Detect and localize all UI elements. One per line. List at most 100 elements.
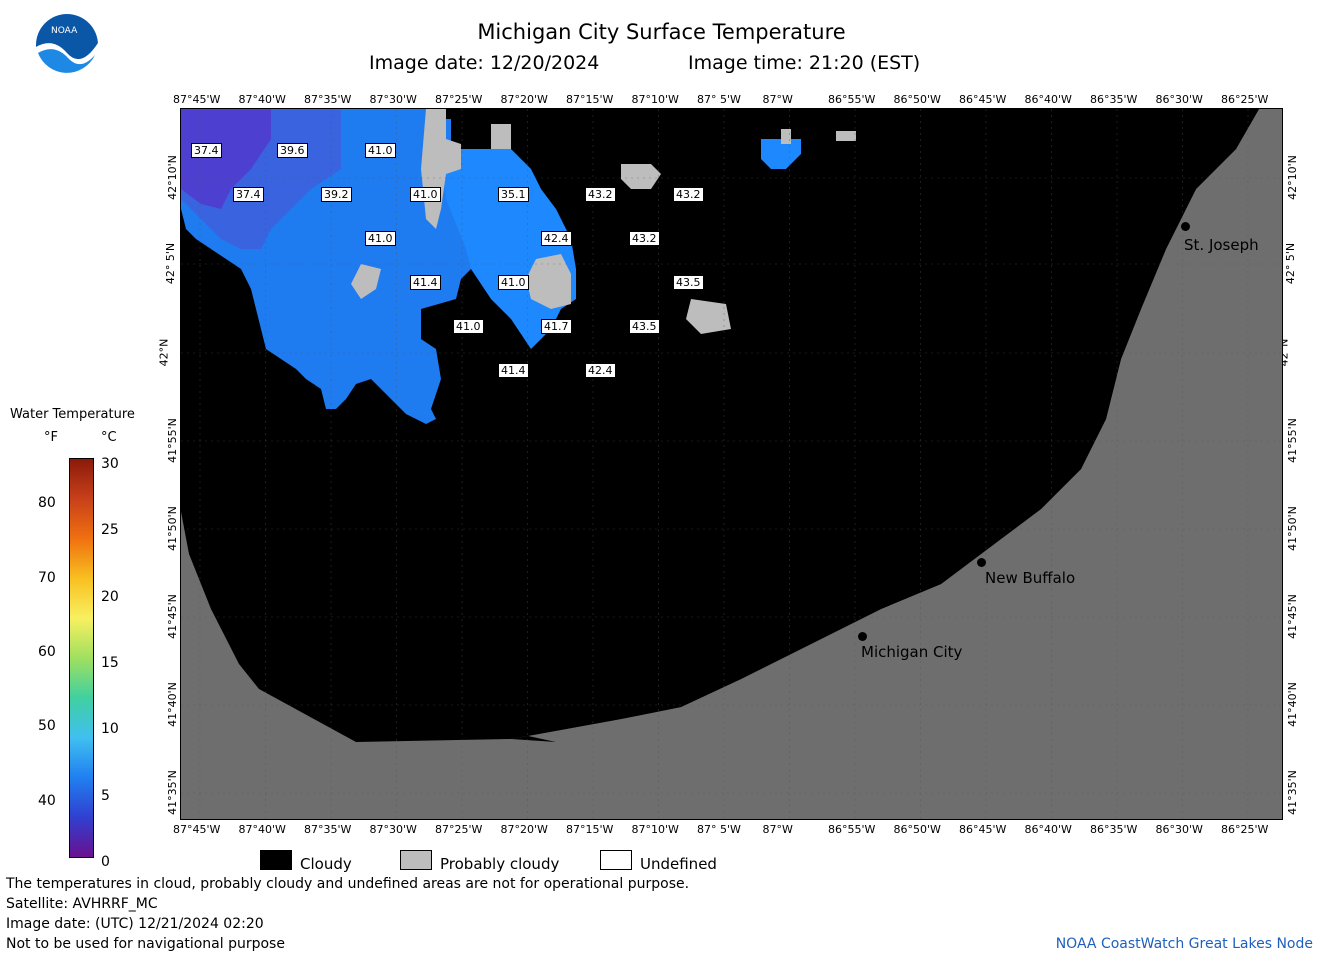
scale-c-tick: 10 — [101, 721, 119, 738]
lat-label: 41°55'N — [1285, 418, 1299, 463]
michigan-city-label: Michigan City — [861, 643, 963, 661]
lon-label: 87°10'W — [631, 823, 679, 836]
scale-c-tick: 5 — [101, 787, 110, 804]
scale-f-tick: 40 — [38, 793, 56, 809]
lon-label: 86°25'W — [1221, 93, 1269, 106]
lat-label: 41°50'N — [1285, 506, 1299, 551]
temperature-label: 41.0 — [498, 275, 529, 290]
michigan-city-marker — [858, 632, 867, 641]
legend-cloudy-swatch — [260, 850, 292, 870]
new-buffalo-marker — [977, 558, 986, 567]
temperature-label: 43.2 — [629, 231, 660, 246]
lat-label: 41°55'N — [165, 418, 179, 463]
legend-probably-cloudy-label: Probably cloudy — [440, 855, 560, 873]
map-frame: 37.4 39.6 41.0 37.4 39.2 41.0 35.1 43.2 43.2 41.0… — [180, 108, 1283, 820]
lon-label: 87°25'W — [435, 93, 483, 106]
lon-label: 86°40'W — [1024, 93, 1072, 106]
lon-label: 86°30'W — [1155, 823, 1203, 836]
lon-label: 87°30'W — [369, 823, 417, 836]
temperature-label: 43.2 — [673, 187, 704, 202]
temperature-label: 41.0 — [365, 231, 396, 246]
lon-label: 86°50'W — [893, 93, 941, 106]
lon-label: 86°55'W — [828, 823, 876, 836]
scale-f-tick: 60 — [38, 644, 56, 660]
scale-f-tick: 80 — [38, 495, 56, 511]
temperature-label: 37.4 — [233, 187, 264, 202]
probably-cloudy-patch — [526, 254, 571, 309]
lon-label: 87°45'W — [173, 823, 221, 836]
probably-cloudy-patch — [781, 129, 791, 144]
footer-satellite: Satellite: AVHRRF_MC — [6, 896, 158, 912]
st-joseph-label: St. Joseph — [1184, 236, 1259, 254]
probably-cloudy-patch — [351, 264, 381, 299]
chicago-marker — [297, 475, 306, 484]
lat-label: 41°45'N — [1285, 594, 1299, 639]
temperature-label: 37.4 — [191, 143, 222, 158]
temperature-label: 41.7 — [541, 319, 572, 334]
temperature-label: 42.4 — [541, 231, 572, 246]
legend-cloudy-label: Cloudy — [300, 855, 352, 873]
probably-cloudy-patch — [621, 164, 661, 189]
scale-c-tick: 0 — [101, 853, 110, 870]
lon-label: 87°15'W — [566, 93, 614, 106]
image-date: Image date: 12/20/2024 — [369, 52, 600, 74]
scale-unit-c: °C — [101, 430, 117, 445]
cool-water-region — [181, 109, 271, 209]
lon-label: 87°35'W — [304, 823, 352, 836]
temperature-label: 43.5 — [673, 275, 704, 290]
scale-c-tick: 20 — [101, 588, 119, 605]
image-time: Image time: 21:20 (EST) — [688, 52, 921, 74]
lon-label: 87°20'W — [500, 93, 548, 106]
lat-label: 41°35'N — [1285, 770, 1299, 815]
st-joseph-marker — [1181, 222, 1190, 231]
lat-label: 42° 5'N — [1284, 242, 1298, 285]
footer-credit: NOAA CoastWatch Great Lakes Node — [1055, 936, 1313, 952]
scale-f-tick: 70 — [38, 570, 56, 586]
lon-label: 86°30'W — [1155, 93, 1203, 106]
lon-label: 87° 5'W — [697, 823, 741, 836]
lon-label: 86°35'W — [1090, 93, 1138, 106]
lat-label: 41°40'N — [165, 682, 179, 727]
offshore-water-patch — [761, 139, 801, 169]
map-canvas — [181, 109, 1282, 819]
lon-label: 87°20'W — [500, 823, 548, 836]
lon-label: 86°35'W — [1090, 823, 1138, 836]
temperature-label: 43.5 — [629, 319, 660, 334]
lon-label: 86°45'W — [959, 823, 1007, 836]
footer-navigation-note: Not to be used for navigational purpose — [6, 936, 285, 952]
color-scale-bar — [69, 458, 94, 858]
probably-cloudy-patch — [491, 124, 511, 149]
temperature-label: 42.4 — [585, 363, 616, 378]
lat-label: 41°35'N — [165, 770, 179, 815]
lon-label: 87°10'W — [631, 93, 679, 106]
lon-label: 87°15'W — [566, 823, 614, 836]
temperature-label: 41.4 — [498, 363, 529, 378]
lon-label: 87°30'W — [369, 93, 417, 106]
map-title: Michigan City Surface Temperature — [477, 20, 846, 44]
lat-label: 41°45'N — [165, 594, 179, 639]
lat-label: 42°10'N — [165, 155, 179, 200]
temperature-label: 41.0 — [365, 143, 396, 158]
footer-utc-date: Image date: (UTC) 12/21/2024 02:20 — [6, 916, 264, 932]
lon-label: 87°45'W — [173, 93, 221, 106]
scale-title: Water Temperature — [10, 407, 135, 422]
probably-cloudy-patch — [686, 299, 731, 334]
noaa-logo: NOAA — [35, 13, 99, 78]
temperature-label: 35.1 — [498, 187, 529, 202]
lat-label: 41°50'N — [165, 506, 179, 551]
scale-unit-f: °F — [44, 430, 58, 445]
lon-label: 87°W — [762, 93, 793, 106]
lon-label: 86°25'W — [1221, 823, 1269, 836]
scale-c-tick: 30 — [101, 456, 119, 472]
temperature-label: 39.6 — [277, 143, 308, 158]
lat-label: 41°40'N — [1285, 682, 1299, 727]
lat-label: 42°N — [157, 338, 171, 367]
temperature-label: 43.2 — [585, 187, 616, 202]
lon-label: 86°55'W — [828, 93, 876, 106]
lon-label: 86°45'W — [959, 93, 1007, 106]
lon-label: 87°40'W — [238, 823, 286, 836]
lon-label: 87°40'W — [238, 93, 286, 106]
legend-undefined-swatch — [600, 850, 632, 870]
temperature-label: 41.4 — [410, 275, 441, 290]
lon-label: 87°35'W — [304, 93, 352, 106]
